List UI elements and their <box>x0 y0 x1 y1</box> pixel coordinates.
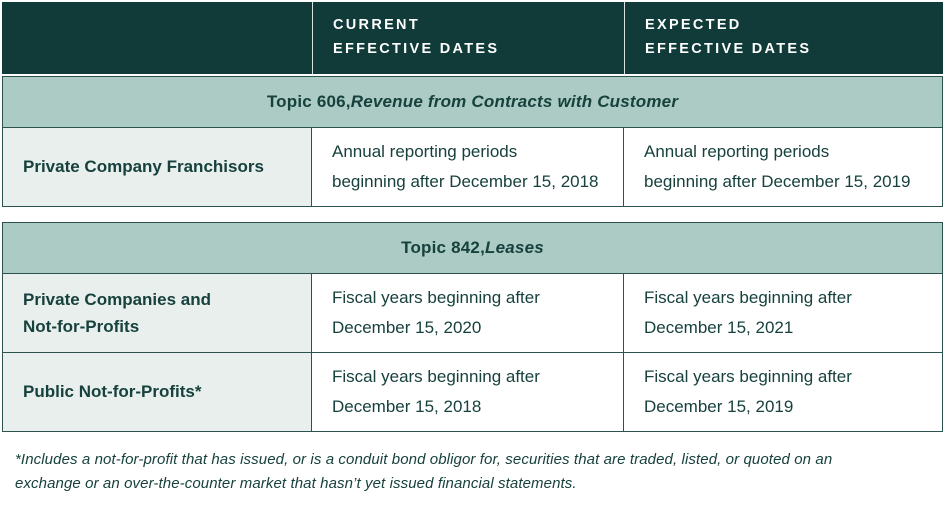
table-header-row: CURRENT EFFECTIVE DATES EXPECTED EFFECTI… <box>2 2 943 74</box>
expected-date-cell-private-companies-nfp: Fiscal years beginning after December 15… <box>624 274 943 353</box>
topic-606-title: Revenue from Contracts with Customer <box>350 92 679 111</box>
section-topic-842: Topic 842, Leases Private Companies and … <box>2 222 943 432</box>
current-date-cell-public-nfp: Fiscal years beginning after December 15… <box>312 353 624 432</box>
footnote-text: *Includes a not-for-profit that has issu… <box>15 451 833 492</box>
topic-842-prefix: Topic 842, <box>401 238 486 257</box>
row-label-private-company-franchisors: Private Company Franchisors <box>2 128 312 207</box>
section-topic-606: Topic 606, Revenue from Contracts with C… <box>2 76 943 207</box>
topic-606-prefix: Topic 606, <box>266 92 351 111</box>
section-banner-topic-606: Topic 606, Revenue from Contracts with C… <box>2 76 943 128</box>
row-label-private-companies-nfp: Private Companies and Not-for-Profits <box>2 274 312 353</box>
header-col-current-effective-dates: CURRENT EFFECTIVE DATES <box>312 2 624 74</box>
header-col-empty <box>2 2 312 74</box>
header-col-expected-effective-dates: EXPECTED EFFECTIVE DATES <box>624 2 943 74</box>
expected-date-cell-public-nfp: Fiscal years beginning after December 15… <box>624 353 943 432</box>
expected-date-cell-franchisors: Annual reporting periods beginning after… <box>624 128 943 207</box>
section-banner-topic-842: Topic 842, Leases <box>2 222 943 274</box>
topic-842-title: Leases <box>485 238 544 257</box>
effective-dates-table: CURRENT EFFECTIVE DATES EXPECTED EFFECTI… <box>2 2 943 496</box>
current-date-cell-private-companies-nfp: Fiscal years beginning after December 15… <box>312 274 624 353</box>
row-label-public-nfp: Public Not-for-Profits* <box>2 353 312 432</box>
current-date-cell-franchisors: Annual reporting periods beginning after… <box>312 128 624 207</box>
